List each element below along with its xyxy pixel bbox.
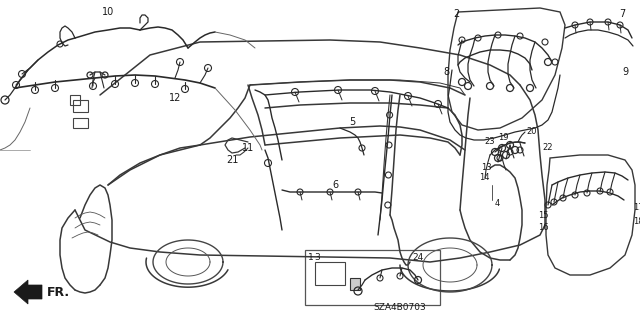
- Text: 16: 16: [538, 224, 548, 233]
- Text: 3: 3: [314, 254, 320, 263]
- Text: 19: 19: [498, 132, 508, 142]
- Polygon shape: [350, 278, 360, 290]
- Text: 2: 2: [453, 9, 459, 19]
- Text: 6: 6: [332, 180, 338, 190]
- Text: 1: 1: [308, 254, 314, 263]
- Polygon shape: [14, 280, 42, 304]
- Text: 14: 14: [479, 174, 489, 182]
- Text: 7: 7: [619, 9, 625, 19]
- Text: 17: 17: [633, 204, 640, 212]
- Text: 4: 4: [494, 198, 500, 207]
- Text: 13: 13: [481, 164, 492, 173]
- Text: 23: 23: [484, 137, 495, 146]
- Text: 22: 22: [543, 144, 553, 152]
- Text: 15: 15: [538, 211, 548, 219]
- Text: 5: 5: [349, 117, 355, 127]
- Text: 24: 24: [412, 254, 424, 263]
- Text: FR.: FR.: [47, 286, 70, 299]
- Text: 10: 10: [102, 7, 114, 17]
- Text: 9: 9: [622, 67, 628, 77]
- Text: 12: 12: [169, 93, 181, 103]
- Text: 11: 11: [242, 143, 254, 153]
- Text: 18: 18: [633, 218, 640, 226]
- Text: 21: 21: [226, 155, 238, 165]
- Text: SZA4B0703: SZA4B0703: [374, 303, 426, 313]
- Text: 8: 8: [443, 67, 449, 77]
- Text: 20: 20: [527, 128, 537, 137]
